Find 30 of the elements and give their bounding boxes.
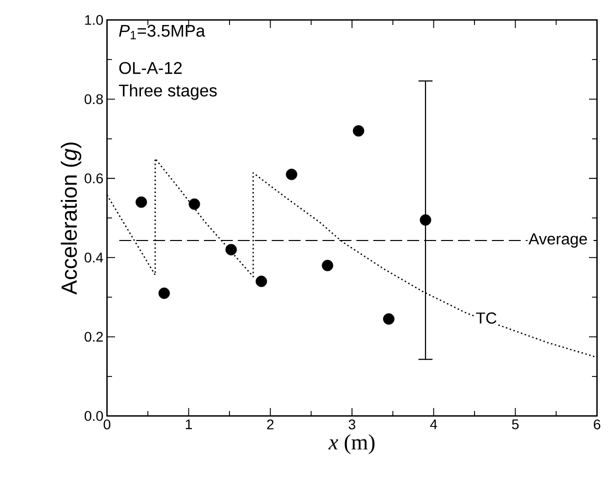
ref-line-label: Average (528, 233, 587, 248)
point (225, 244, 237, 256)
y-tick-label: 0.8 (84, 94, 103, 104)
point (352, 125, 364, 137)
x-tick-label: 1 (186, 420, 192, 430)
x-tick-label: 0 (104, 419, 110, 430)
x-tick-label: 6 (594, 419, 600, 430)
annotation: P$_{1}$=3.5MPa (119, 24, 206, 40)
point (256, 276, 268, 288)
x-tick-label: 5 (512, 420, 519, 430)
y-tick-label: 0.4 (84, 252, 104, 263)
y-tick-label: 0.6 (84, 173, 103, 184)
annotation: Three stages (118, 84, 217, 100)
y-tick-label: 1.0 (85, 15, 103, 25)
point (136, 196, 148, 208)
y-axis-title: Acceleration (g) (60, 142, 82, 295)
y-tick-label: 0.0 (84, 411, 103, 421)
x-tick-label: 4 (430, 420, 438, 430)
point (420, 214, 432, 226)
x-tick-label: 3 (348, 419, 356, 430)
point (188, 198, 200, 210)
annotation: OL-A-12 (119, 62, 182, 74)
x-tick-label: 2 (267, 419, 274, 430)
x-axis-title: x (m) (328, 434, 374, 454)
y-tick-label: 0.2 (84, 332, 103, 342)
point (286, 168, 298, 180)
series-label: TC (476, 312, 496, 324)
point (322, 260, 334, 272)
point (383, 313, 394, 325)
point (158, 288, 170, 299)
